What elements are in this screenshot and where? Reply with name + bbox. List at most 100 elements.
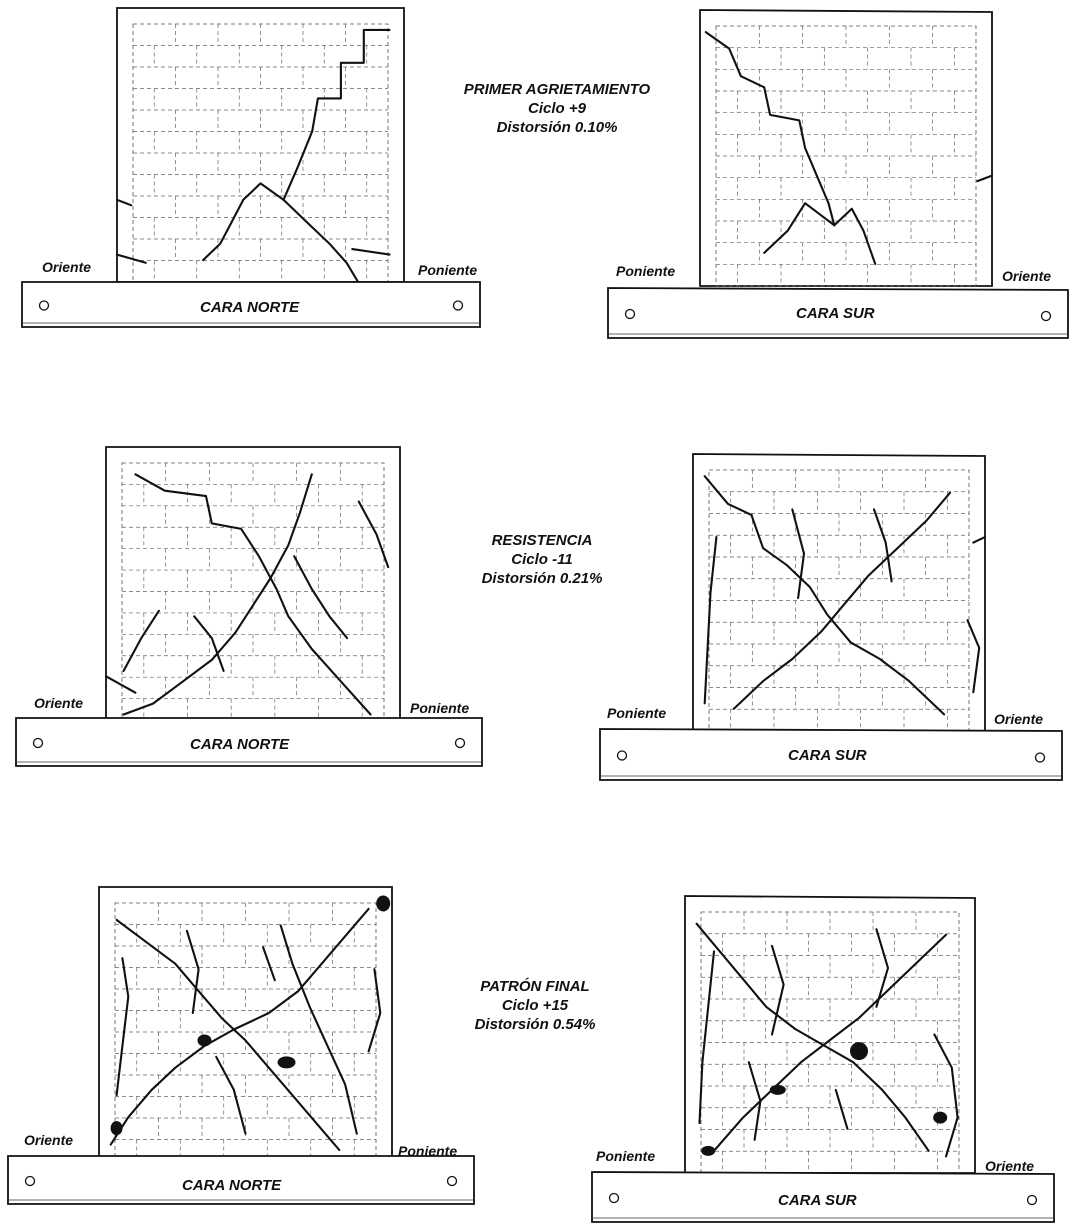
right-side-label: Oriente <box>994 711 1044 727</box>
spalled-zone <box>769 1084 786 1095</box>
crack-line <box>770 944 785 1036</box>
crack-line <box>282 28 391 201</box>
stage-drift: Distorsión 0.10% <box>496 119 618 136</box>
anchor-hole <box>1040 310 1052 322</box>
left-side-label: Oriente <box>42 259 92 275</box>
wall-panel <box>591 895 1055 1223</box>
left-side-label: Oriente <box>24 1132 74 1148</box>
crack-line <box>732 491 952 710</box>
wall-frame <box>699 9 993 287</box>
right-side-label: Poniente <box>410 700 470 716</box>
stage-drift: Distorsión 0.21% <box>481 570 603 587</box>
spalled-zone <box>933 1111 948 1124</box>
stage-cycle: Ciclo +15 <box>501 997 569 1014</box>
right-side-label: Poniente <box>418 262 478 278</box>
face-label: CARA NORTE <box>182 1177 282 1194</box>
wall-panel <box>15 446 483 767</box>
crack-line <box>262 946 276 982</box>
crack-line <box>279 924 358 1135</box>
crack-line <box>122 609 160 672</box>
left-side-label: Poniente <box>607 705 667 721</box>
crack-line <box>351 248 391 256</box>
spalled-zone <box>701 1145 716 1156</box>
crack-line <box>704 31 836 227</box>
crack-line <box>763 202 836 254</box>
crack-line <box>215 1055 247 1135</box>
crack-line <box>357 500 390 569</box>
crack-line <box>833 207 877 265</box>
face-label: CARA NORTE <box>190 736 290 753</box>
anchor-hole <box>454 737 466 749</box>
crack-line <box>193 615 225 672</box>
face-label: CARA SUR <box>778 1192 857 1209</box>
crack-line <box>109 907 370 1146</box>
base-beam <box>15 717 483 767</box>
crack-line <box>115 957 130 1097</box>
spalled-zone <box>110 1121 123 1136</box>
stage-drift: Distorsión 0.54% <box>474 1016 596 1033</box>
crack-line <box>834 1088 849 1130</box>
base-beam <box>607 287 1069 339</box>
crack-line <box>875 928 890 1008</box>
right-side-label: Oriente <box>1002 268 1052 284</box>
crack-line <box>185 929 200 1015</box>
face-label: CARA NORTE <box>200 299 300 316</box>
crack-line <box>703 475 946 716</box>
face-label: CARA SUR <box>788 747 867 764</box>
stage-caption: RESISTENCIA Ciclo -11 Distorsión 0.21% <box>432 531 652 588</box>
anchor-hole <box>24 1175 36 1187</box>
stage-cycle: Ciclo +9 <box>528 100 586 117</box>
wall-panel <box>599 453 1063 781</box>
right-side-label: Poniente <box>398 1143 458 1159</box>
anchor-hole <box>1026 1194 1038 1206</box>
spalled-zone <box>376 895 391 912</box>
crack-line <box>115 253 147 264</box>
crack-line <box>791 508 806 600</box>
base-beam <box>7 1155 475 1205</box>
anchor-hole <box>38 300 50 311</box>
left-side-label: Oriente <box>34 695 84 711</box>
face-label: CARA SUR <box>796 305 875 322</box>
left-side-label: Poniente <box>596 1148 656 1164</box>
crack-line <box>104 675 137 694</box>
stage-title: PATRÓN FINAL <box>480 978 590 995</box>
right-side-label: Oriente <box>985 1158 1035 1174</box>
anchor-hole <box>1034 752 1046 763</box>
crack-line <box>747 1061 762 1141</box>
crack-line <box>972 536 987 544</box>
crack-line <box>115 198 133 207</box>
stage-cycle: Ciclo -11 <box>511 551 573 568</box>
left-side-label: Poniente <box>616 263 676 279</box>
anchor-hole <box>446 1175 458 1187</box>
crack-line <box>933 1033 959 1158</box>
spalled-zone <box>277 1056 296 1069</box>
stage-caption: PRIMER AGRIETAMIENTO Ciclo +9 Distorsión… <box>447 80 667 137</box>
base-beam <box>599 728 1063 781</box>
crack-line <box>695 922 930 1152</box>
anchor-hole <box>452 300 464 311</box>
anchor-hole <box>616 750 628 761</box>
anchor-hole <box>624 308 636 320</box>
crack-line <box>202 182 285 262</box>
crack-line <box>703 536 718 705</box>
crack-line <box>282 198 360 284</box>
crack-line <box>134 473 372 716</box>
crack-line <box>293 555 349 640</box>
base-beam <box>21 281 481 328</box>
crack-line <box>122 473 313 716</box>
stage-caption: PATRÓN FINAL Ciclo +15 Distorsión 0.54% <box>425 977 645 1034</box>
anchor-hole <box>32 737 44 749</box>
crack-line <box>367 968 382 1053</box>
crack-line <box>966 619 981 694</box>
spalled-zone <box>850 1042 868 1061</box>
crack-line <box>698 950 716 1125</box>
crack-line <box>976 174 994 183</box>
anchor-hole <box>608 1192 620 1204</box>
wall-panel <box>607 9 1069 339</box>
crack-line <box>712 933 948 1152</box>
wall-panel <box>21 7 481 328</box>
stage-title: RESISTENCIA <box>491 532 593 549</box>
stage-title: PRIMER AGRIETAMIENTO <box>463 81 651 98</box>
wall-panel <box>7 886 475 1205</box>
